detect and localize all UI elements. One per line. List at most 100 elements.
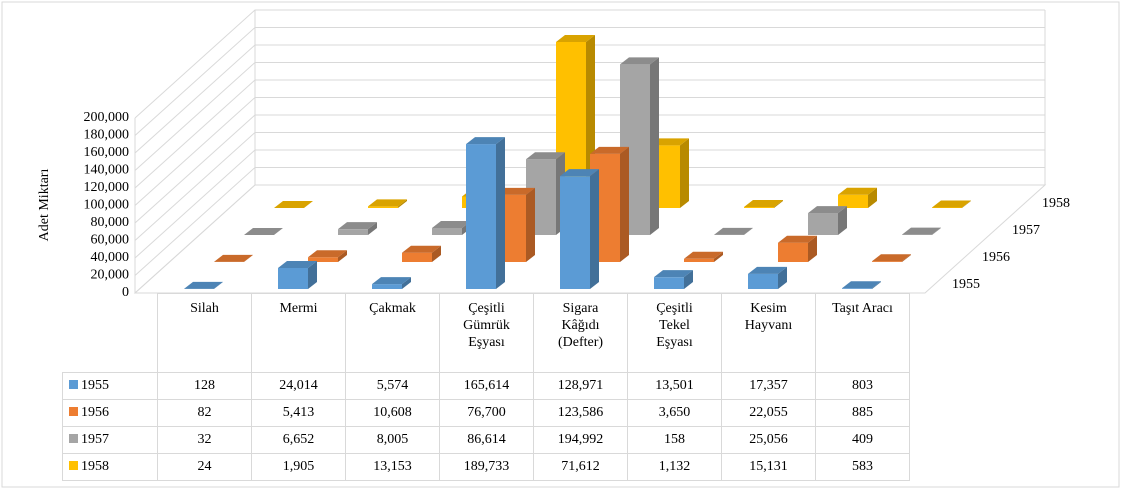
bar-top: [560, 169, 599, 177]
value-cell: 583: [815, 453, 910, 481]
bar-side: [868, 187, 877, 208]
grid-line: [134, 79, 1045, 189]
bar: [402, 245, 441, 262]
y-tick-label: 80,000: [91, 215, 130, 230]
data-row: 1957 32 6,652 8,005 86,614 194,992 158 25,056 40…: [62, 426, 910, 454]
bar-front: [338, 229, 368, 235]
bar: [684, 251, 723, 262]
bar-side: [838, 206, 847, 235]
bar-top: [214, 254, 253, 262]
bar: [748, 266, 787, 289]
value-cell: 15,131: [721, 453, 816, 481]
value-cell: 5,574: [345, 372, 440, 400]
bar-front: [432, 227, 462, 235]
legend-cell: 1956: [62, 399, 158, 427]
bar: [278, 260, 317, 289]
bar-top: [684, 251, 723, 259]
bar-top: [838, 187, 877, 195]
legend-swatch: [69, 434, 78, 443]
legend-cell: 1958: [62, 453, 158, 481]
bar-side: [620, 146, 629, 262]
bar-top: [748, 266, 787, 274]
value-cell: 82: [157, 399, 252, 427]
data-row: 1956 82 5,413 10,608 76,700 123,586 3,650 22,05…: [62, 399, 910, 427]
bar-top: [432, 220, 471, 228]
bar-side: [526, 187, 535, 262]
bar: [560, 169, 599, 289]
bar: [274, 200, 313, 208]
value-cell: 22,055: [721, 399, 816, 427]
bar-side: [402, 277, 411, 289]
category-label: Çakmak: [369, 301, 416, 316]
value-cell: 1,132: [627, 453, 722, 481]
bar-front: [744, 207, 774, 208]
bar-top: [402, 245, 441, 253]
legend-cell: 1955: [62, 372, 158, 400]
grid-line: [134, 27, 1045, 136]
bar-front: [838, 194, 868, 208]
grid-line: [134, 167, 1045, 276]
bar: [902, 227, 941, 235]
bar-side: [680, 138, 689, 208]
bar-top: [654, 270, 693, 278]
y-tick-label: 120,000: [84, 180, 130, 195]
legend-cell: 1957: [62, 426, 158, 454]
bar-front: [684, 258, 714, 262]
header-cell: Çakmak: [345, 293, 440, 373]
bar-top: [278, 260, 317, 268]
bar-side: [244, 254, 253, 262]
bar-top: [620, 57, 659, 65]
legend-swatch: [69, 380, 78, 389]
y-tick-label: 0: [122, 285, 129, 300]
category-label: Silah: [190, 301, 219, 316]
bar-top: [778, 235, 817, 243]
value-cell: 8,005: [345, 426, 440, 454]
header-cell: Mermi: [251, 293, 346, 373]
bar-front: [932, 207, 962, 208]
bar-side: [774, 200, 783, 208]
legend-label: 1957: [81, 432, 109, 447]
y-tick-label: 20,000: [91, 268, 130, 283]
bar-side: [590, 169, 599, 289]
value-cell: 885: [815, 399, 910, 427]
bar: [744, 200, 783, 208]
bar-top: [496, 187, 535, 195]
y-tick-label: 40,000: [91, 250, 130, 265]
category-label: Sigara Kâğıdı (Defter): [557, 301, 604, 350]
depth-label: 1957: [1012, 223, 1040, 238]
depth-label: 1956: [982, 250, 1010, 265]
bar-front: [466, 144, 496, 289]
value-cell: 6,652: [251, 426, 346, 454]
y-tick-label: 100,000: [84, 198, 130, 213]
bar: [714, 227, 753, 235]
value-cell: 803: [815, 372, 910, 400]
bar-side: [338, 250, 347, 262]
value-cell: 10,608: [345, 399, 440, 427]
bar: [308, 250, 347, 262]
header-cell: Çeşitli Tekel Eşyası: [627, 293, 722, 373]
bar-front: [872, 261, 902, 262]
bar-top: [902, 227, 941, 235]
header-cell: Silah: [157, 293, 252, 373]
bar-front: [372, 284, 402, 289]
category-label: Çeşitli Gümrük Eşyası: [463, 301, 510, 350]
header-cell: Taşıt Aracı: [815, 293, 910, 373]
bar-top: [808, 206, 847, 214]
grid-line: [134, 9, 1045, 119]
header-row: Silah Mermi Çakmak Çeşitli Gümrük Eşyası Sig…: [62, 293, 910, 373]
bar-top: [526, 152, 565, 160]
grid-line: [134, 184, 1045, 294]
value-cell: 5,413: [251, 399, 346, 427]
bar-top: [368, 199, 407, 207]
y-axis-title: Adet Miktarı: [37, 169, 52, 242]
bar-side: [650, 57, 659, 235]
bar-top: [244, 227, 283, 235]
value-cell: 409: [815, 426, 910, 454]
y-tick-label: 140,000: [84, 163, 130, 178]
bar: [372, 277, 411, 289]
y-tick-label: 160,000: [84, 145, 130, 160]
bar-top: [932, 200, 971, 208]
bar-side: [398, 199, 407, 208]
grid-line: [134, 62, 1045, 171]
